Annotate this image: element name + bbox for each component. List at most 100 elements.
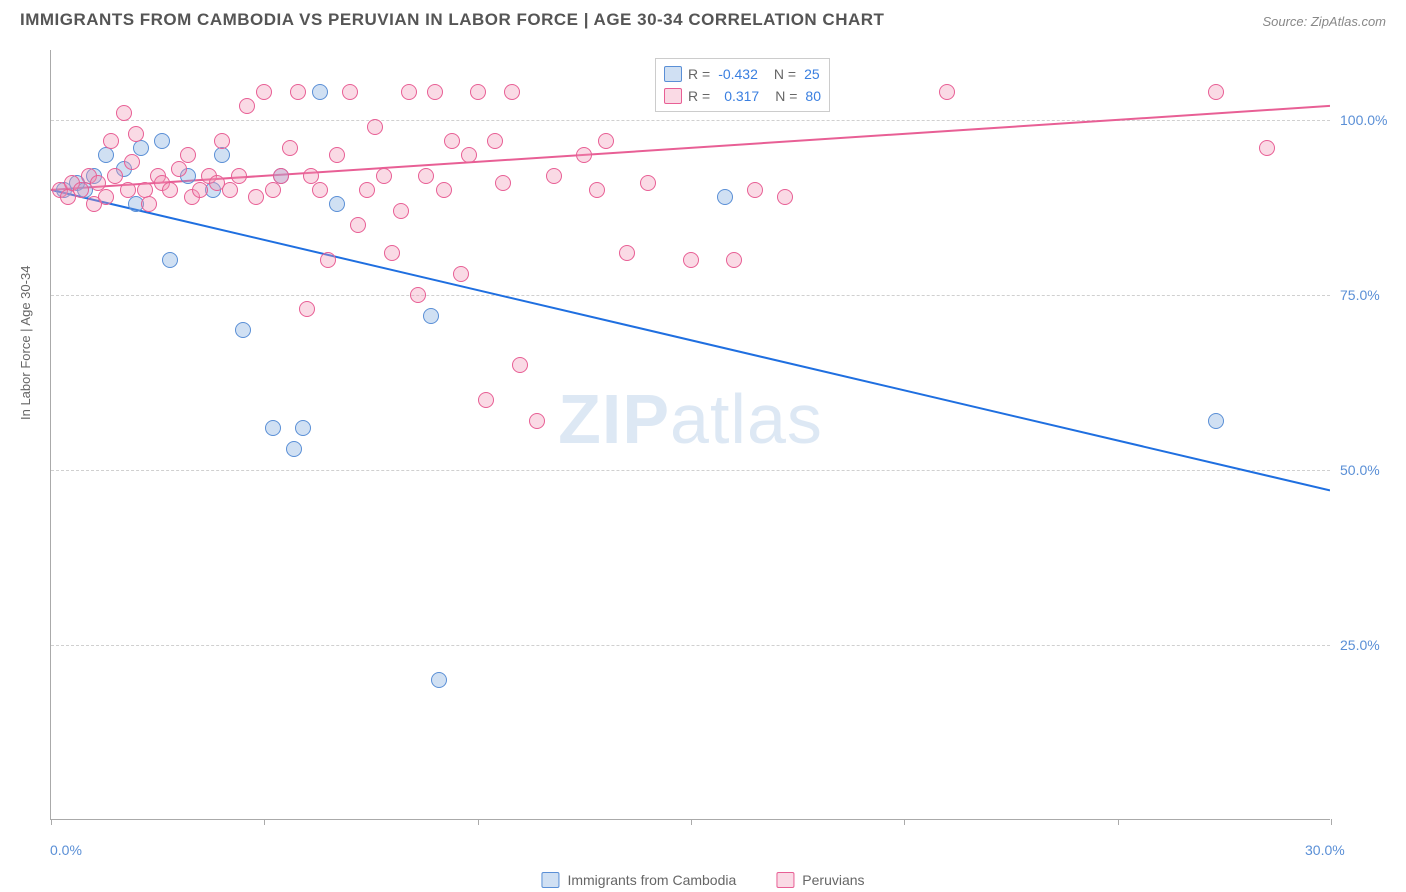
swatch-pink-icon <box>664 88 682 104</box>
swatch-blue-icon <box>541 872 559 888</box>
data-point <box>120 182 136 198</box>
data-point <box>103 133 119 149</box>
data-point <box>589 182 605 198</box>
data-point <box>384 245 400 261</box>
data-point <box>529 413 545 429</box>
gridline <box>51 120 1330 121</box>
data-point <box>141 196 157 212</box>
x-tick <box>1118 819 1119 825</box>
data-point <box>320 252 336 268</box>
data-point <box>107 168 123 184</box>
data-point <box>295 420 311 436</box>
swatch-pink-icon <box>776 872 794 888</box>
data-point <box>576 147 592 163</box>
data-point <box>286 441 302 457</box>
source-attribution: Source: ZipAtlas.com <box>1262 14 1386 29</box>
data-point <box>273 168 289 184</box>
data-point <box>1208 84 1224 100</box>
data-point <box>359 182 375 198</box>
legend-label: Immigrants from Cambodia <box>567 872 736 888</box>
data-point <box>470 84 486 100</box>
swatch-blue-icon <box>664 66 682 82</box>
trendline <box>51 190 1330 491</box>
data-point <box>248 189 264 205</box>
data-point <box>239 98 255 114</box>
data-point <box>495 175 511 191</box>
legend-item-peruvians: Peruvians <box>776 872 864 888</box>
data-point <box>98 189 114 205</box>
data-point <box>453 266 469 282</box>
data-point <box>427 84 443 100</box>
watermark: ZIPatlas <box>558 379 823 459</box>
x-tick <box>51 819 52 825</box>
y-tick-label: 25.0% <box>1340 637 1380 653</box>
y-axis-label: In Labor Force | Age 30-34 <box>18 266 33 420</box>
legend-item-cambodia: Immigrants from Cambodia <box>541 872 736 888</box>
series-legend: Immigrants from Cambodia Peruvians <box>541 872 864 888</box>
data-point <box>265 420 281 436</box>
data-point <box>423 308 439 324</box>
data-point <box>231 168 247 184</box>
data-point <box>290 84 306 100</box>
trendlines-svg <box>51 50 1330 819</box>
plot-area: ZIPatlas R = -0.432 N = 25 R = 0.317 N =… <box>50 50 1330 820</box>
data-point <box>124 154 140 170</box>
data-point <box>1259 140 1275 156</box>
chart-title: IMMIGRANTS FROM CAMBODIA VS PERUVIAN IN … <box>20 10 884 30</box>
legend-row-blue: R = -0.432 N = 25 <box>664 63 821 85</box>
data-point <box>546 168 562 184</box>
gridline <box>51 295 1330 296</box>
data-point <box>598 133 614 149</box>
data-point <box>367 119 383 135</box>
data-point <box>444 133 460 149</box>
legend-row-pink: R = 0.317 N = 80 <box>664 85 821 107</box>
data-point <box>342 84 358 100</box>
data-point <box>128 126 144 142</box>
data-point <box>329 196 345 212</box>
data-point <box>312 182 328 198</box>
data-point <box>171 161 187 177</box>
data-point <box>393 203 409 219</box>
correlation-legend: R = -0.432 N = 25 R = 0.317 N = 80 <box>655 58 830 112</box>
x-tick <box>478 819 479 825</box>
data-point <box>235 322 251 338</box>
data-point <box>350 217 366 233</box>
data-point <box>487 133 503 149</box>
data-point <box>73 182 89 198</box>
x-tick <box>1331 819 1332 825</box>
gridline <box>51 645 1330 646</box>
data-point <box>640 175 656 191</box>
data-point <box>192 182 208 198</box>
data-point <box>116 105 132 121</box>
data-point <box>329 147 345 163</box>
data-point <box>478 392 494 408</box>
data-point <box>299 301 315 317</box>
x-tick <box>691 819 692 825</box>
data-point <box>461 147 477 163</box>
data-point <box>98 147 114 163</box>
x-tick <box>264 819 265 825</box>
x-tick <box>904 819 905 825</box>
data-point <box>162 182 178 198</box>
data-point <box>512 357 528 373</box>
data-point <box>431 672 447 688</box>
data-point <box>222 182 238 198</box>
data-point <box>504 84 520 100</box>
data-point <box>747 182 763 198</box>
data-point <box>162 252 178 268</box>
data-point <box>410 287 426 303</box>
data-point <box>939 84 955 100</box>
data-point <box>418 168 434 184</box>
data-point <box>180 147 196 163</box>
data-point <box>265 182 281 198</box>
data-point <box>777 189 793 205</box>
y-tick-label: 50.0% <box>1340 462 1380 478</box>
x-tick-label: 0.0% <box>50 842 82 858</box>
data-point <box>401 84 417 100</box>
data-point <box>436 182 452 198</box>
data-point <box>312 84 328 100</box>
data-point <box>214 147 230 163</box>
data-point <box>726 252 742 268</box>
data-point <box>214 133 230 149</box>
data-point <box>717 189 733 205</box>
